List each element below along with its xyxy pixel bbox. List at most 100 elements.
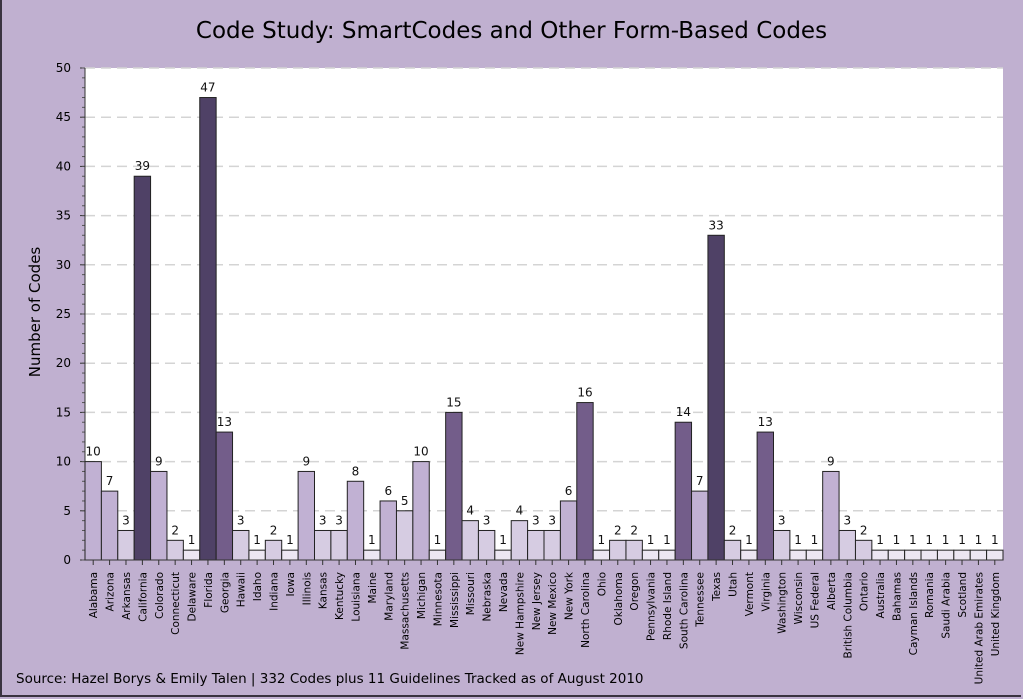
data-label: 7 (696, 474, 704, 488)
data-label: 2 (171, 523, 179, 537)
x-tick-label: Kentucky (334, 572, 346, 620)
data-label: 13 (758, 415, 773, 429)
bar-iowa (281, 549, 299, 561)
x-tick-label: Iowa (285, 572, 297, 597)
bar-michigan (412, 461, 430, 561)
x-tick-label: Idaho (252, 572, 264, 601)
y-tick-label: 5 (63, 504, 71, 518)
y-tick-label: 10 (56, 455, 71, 469)
data-label: 1 (876, 533, 884, 547)
x-tick-label: Massachusetts (400, 572, 412, 650)
x-tick-label: Romania (924, 572, 936, 618)
source-footer: Source: Hazel Borys & Emily Talen | 332 … (16, 671, 644, 687)
x-tick-label: Utah (728, 572, 740, 597)
bar-texas (707, 234, 725, 561)
data-label: 10 (413, 445, 428, 459)
data-label: 8 (352, 464, 360, 478)
bar-new-hampshire (510, 520, 529, 561)
bar-mississippi (445, 411, 463, 561)
x-tick-label: Pennsylvania (646, 572, 658, 641)
x-tick-label: Kansas (318, 572, 330, 609)
data-label: 13 (217, 415, 232, 429)
y-tick-label: 45 (56, 110, 71, 124)
bar-romania (920, 549, 938, 561)
data-label: 3 (843, 513, 851, 527)
bar-ontario (854, 539, 873, 561)
bar-alabama (84, 461, 102, 561)
bar-kentucky (330, 529, 348, 561)
data-label: 3 (548, 513, 556, 527)
bar-louisiana (346, 480, 365, 561)
data-label: 3 (483, 513, 491, 527)
y-tick-label: 15 (56, 405, 71, 419)
x-tick-label: Wisconsin (793, 572, 805, 624)
x-tick-label: Mississippi (449, 572, 461, 628)
data-label: 1 (975, 533, 983, 547)
data-label: 33 (708, 218, 723, 232)
x-tick-label: Minnesota (432, 572, 444, 626)
data-label: 1 (909, 533, 917, 547)
x-tick-label: Scotland (957, 572, 969, 618)
x-tick-label: Virginia (760, 572, 772, 612)
bar-indiana (264, 539, 283, 561)
x-tick-label: US Federal (809, 572, 821, 628)
data-label: 1 (368, 533, 376, 547)
x-tick-label: Missouri (465, 572, 477, 615)
x-tick-label: Oklahoma (613, 572, 625, 625)
data-label: 6 (384, 484, 392, 498)
data-label: 3 (778, 513, 786, 527)
bar-ohio (592, 549, 611, 561)
bar-virginia (756, 431, 774, 561)
x-tick-label: Hawaii (236, 572, 248, 607)
x-tick-label: Colorado (154, 572, 166, 619)
data-label: 1 (663, 533, 671, 547)
x-tick-label: Nevada (498, 572, 510, 612)
bar-nebraska (477, 529, 496, 561)
data-label: 3 (532, 513, 540, 527)
x-tick-label: British Columbia (842, 572, 854, 659)
bar-united-arab-emirates (969, 549, 988, 561)
x-tick-label: Alabama (88, 572, 100, 618)
x-tick-label: United Kingdom (990, 572, 1002, 656)
data-label: 1 (499, 533, 507, 547)
data-label: 2 (614, 523, 622, 537)
data-label: 9 (302, 454, 310, 468)
bar-south-carolina (674, 421, 693, 561)
x-tick-label: Saudi Arabia (941, 572, 953, 639)
data-label: 3 (319, 513, 327, 527)
data-label: 2 (270, 523, 278, 537)
x-tick-label: Illinois (301, 572, 313, 605)
x-tick-label: New Mexico (547, 572, 559, 635)
x-tick-label: Vermont (744, 572, 756, 616)
x-tick-label: Georgia (219, 572, 231, 613)
bar-north-carolina (576, 402, 594, 561)
x-tick-label: Maine (367, 572, 379, 604)
data-label: 1 (598, 533, 606, 547)
data-label: 3 (122, 513, 130, 527)
bar-new-jersey (527, 529, 545, 561)
data-label: 1 (958, 533, 966, 547)
data-label: 1 (794, 533, 802, 547)
bar-vermont (740, 549, 758, 561)
bar-california (133, 175, 152, 561)
y-tick-label: 35 (56, 209, 71, 223)
data-label: 3 (237, 513, 245, 527)
data-label: 10 (86, 445, 101, 459)
x-tick-label: Cayman Islands (908, 572, 920, 655)
data-label: 1 (893, 533, 901, 547)
bar-bahamas (887, 549, 906, 561)
data-label: 2 (860, 523, 868, 537)
data-label: 9 (827, 454, 835, 468)
data-label: 15 (446, 395, 461, 409)
data-label: 14 (676, 405, 691, 419)
bar-missouri (461, 520, 479, 561)
bar-rhode-island (658, 549, 676, 561)
y-tick-label: 25 (56, 307, 71, 321)
data-label: 4 (516, 504, 524, 518)
bar-oregon (625, 539, 643, 561)
x-tick-label: Alberta (826, 572, 838, 610)
data-label: 1 (745, 533, 753, 547)
x-tick-label: South Carolina (678, 572, 690, 649)
bar-washington (773, 529, 791, 561)
x-tick-label: New Jersey (531, 572, 543, 630)
